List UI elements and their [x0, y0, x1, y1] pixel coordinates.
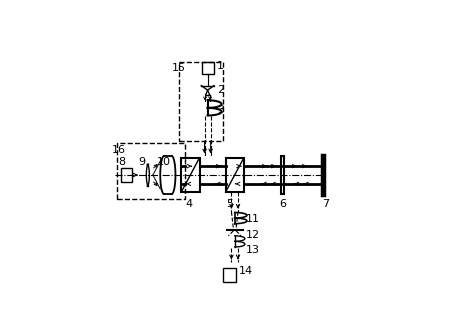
Bar — [201, 62, 213, 74]
Text: 7: 7 — [321, 199, 329, 209]
Text: 3: 3 — [216, 105, 223, 115]
Text: 13: 13 — [246, 245, 259, 255]
Text: 12: 12 — [246, 230, 259, 240]
Text: 2: 2 — [216, 85, 224, 95]
Bar — [321, 155, 324, 195]
Text: 15: 15 — [172, 63, 185, 73]
Bar — [222, 268, 235, 282]
Text: 11: 11 — [246, 215, 259, 224]
Bar — [117, 143, 185, 199]
Text: 16: 16 — [112, 145, 126, 155]
Text: 8: 8 — [118, 157, 125, 167]
Bar — [281, 156, 284, 194]
Text: 10: 10 — [156, 157, 170, 167]
Text: 14: 14 — [238, 266, 252, 275]
Text: 9: 9 — [138, 157, 145, 167]
Bar — [181, 158, 199, 192]
Bar — [179, 62, 223, 141]
Text: 4: 4 — [185, 199, 192, 209]
Bar — [225, 158, 243, 192]
Text: 5: 5 — [226, 199, 233, 209]
Text: 1: 1 — [216, 61, 223, 71]
Bar — [121, 168, 132, 182]
Text: 6: 6 — [279, 199, 286, 209]
